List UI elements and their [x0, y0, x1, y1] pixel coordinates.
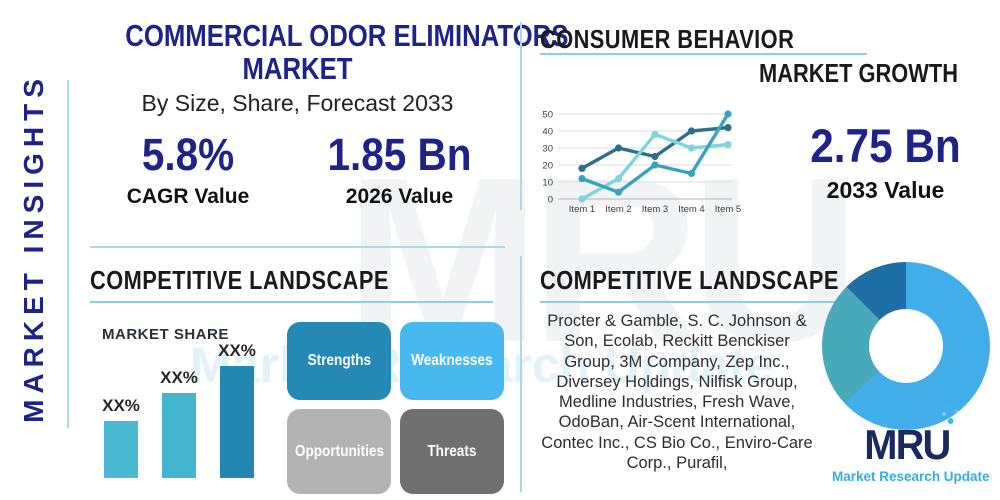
swot-threats-box: Threats — [400, 409, 504, 494]
svg-text:20: 20 — [542, 161, 553, 172]
bar-item: XX% — [102, 337, 140, 478]
bar-value-label: XX% — [102, 396, 140, 415]
stat-2026-value: 1.85 Bn — [327, 129, 472, 180]
swot-strengths-box: Strengths — [287, 322, 391, 400]
swot-opportunities-label: Opportunities — [294, 442, 384, 460]
svg-text:Item 4: Item 4 — [678, 204, 704, 215]
page-title-line2: MARKET — [242, 50, 353, 86]
consumer-behavior-heading: CONSUMER BEHAVIOR — [540, 24, 795, 54]
svg-text:0: 0 — [548, 195, 553, 206]
stat-2033-value: 2.75 Bn — [810, 119, 961, 172]
donut-hole — [869, 309, 943, 383]
market-growth-line-chart: 0 10 20 30 40 50 Item 1 Item 2 Item 3 Item 4 Item … — [531, 104, 746, 222]
divider-left-horizontal — [90, 246, 505, 248]
competitive-landscape-left-underline — [90, 301, 493, 303]
stat-cagr-label: CAGR Value — [126, 185, 250, 208]
competitive-landscape-left-heading: COMPETITIVE LANDSCAPE — [90, 265, 389, 295]
swot-weaknesses-box: Weaknesses — [400, 322, 504, 400]
stat-cagr: 5.8% CAGR Value — [118, 132, 258, 209]
svg-text:Item 3: Item 3 — [642, 204, 668, 215]
bar-item: XX% — [218, 337, 256, 478]
bar — [220, 366, 254, 478]
brand-logo-tagline: Market Research Update — [832, 469, 990, 484]
stat-2026-label: 2026 Value — [345, 185, 454, 208]
divider-top-vertical — [520, 22, 522, 210]
bar — [104, 421, 138, 478]
page-title-line1: COMMERCIAL ODOR ELIMINATORS — [125, 18, 569, 53]
svg-text:Item 5: Item 5 — [715, 204, 741, 215]
market-share-bar-chart: XX% XX% XX% — [102, 337, 256, 478]
page-subtitle: By Size, Share, Forecast 2033 — [141, 90, 454, 116]
svg-text:10: 10 — [542, 178, 553, 189]
swot-strengths-label: Strengths — [307, 352, 371, 369]
market-share-label: MARKET SHARE — [102, 326, 229, 343]
svg-text:Item 2: Item 2 — [605, 204, 631, 215]
page-title: COMMERCIAL ODOR ELIMINATORS MARKET — [90, 18, 569, 86]
bar-item: XX% — [160, 337, 198, 478]
competitive-landscape-right-underline — [540, 301, 870, 303]
consumer-behavior-underline — [540, 53, 867, 55]
stat-cagr-value: 5.8% — [141, 129, 235, 180]
bar-value-label: XX% — [160, 368, 198, 387]
swot-opportunities-box: Opportunities — [287, 409, 391, 494]
swot-grid: Strengths Weaknesses Opportunities Threa… — [287, 322, 504, 494]
company-list: Procter & Gamble, S. C. Johnson & Son, E… — [541, 312, 813, 472]
sidebar-divider-line — [67, 80, 69, 428]
divider-bottom-vertical — [520, 256, 522, 492]
line-chart-svg: 0 10 20 30 40 50 Item 1 Item 2 Item 3 Item 4 Item … — [542, 110, 741, 216]
bar — [162, 393, 196, 478]
svg-text:Item 1: Item 1 — [569, 204, 595, 215]
market-growth-heading: MARKET GROWTH — [759, 58, 958, 88]
svg-text:50: 50 — [542, 110, 553, 121]
donut-chart — [822, 262, 990, 430]
stat-2033: 2.75 Bn 2033 Value — [793, 122, 978, 204]
svg-text:40: 40 — [542, 127, 553, 138]
competitive-landscape-right-heading: COMPETITIVE LANDSCAPE — [540, 265, 839, 295]
stat-2026: 1.85 Bn 2026 Value — [312, 132, 487, 209]
bar-value-label: XX% — [218, 341, 256, 360]
brand-logo: MRU Market Research Update — [832, 406, 990, 484]
stat-2033-label: 2033 Value — [826, 177, 945, 203]
brand-logo-text: MRU — [864, 406, 959, 466]
svg-text:30: 30 — [542, 144, 553, 155]
swot-threats-label: Threats — [427, 442, 477, 460]
sidebar-vertical-label: MARKET INSIGHTS — [18, 73, 49, 423]
swot-weaknesses-label: Weaknesses — [411, 352, 493, 369]
